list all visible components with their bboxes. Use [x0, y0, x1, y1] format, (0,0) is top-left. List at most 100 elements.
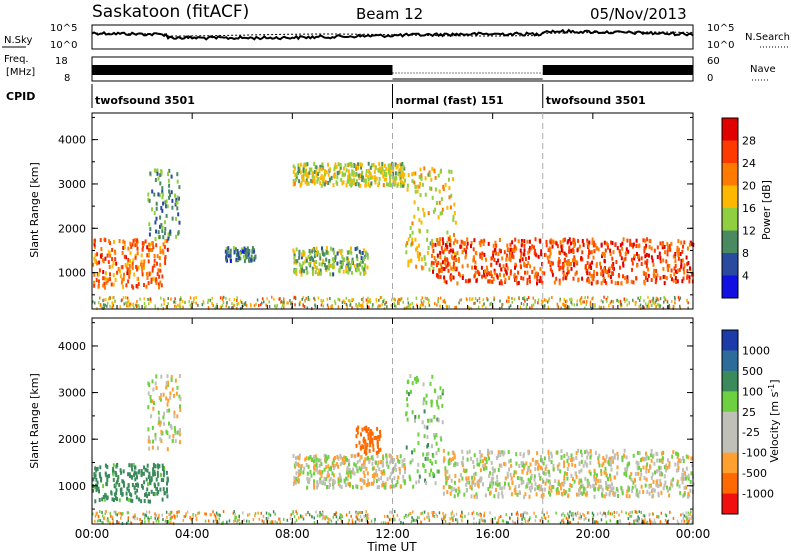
- heat-cell: [504, 481, 506, 486]
- heat-cell: [332, 262, 335, 267]
- heat-cell: [677, 253, 680, 257]
- heat-cell: [546, 300, 549, 304]
- heat-cell: [484, 493, 487, 498]
- heat-cell: [434, 460, 437, 464]
- heat-cell: [304, 169, 307, 173]
- heat-cell: [299, 265, 302, 270]
- heat-cell: [136, 284, 139, 289]
- heat-cell: [629, 514, 631, 518]
- heat-cell: [444, 182, 447, 187]
- heat-cell: [347, 521, 350, 525]
- heat-cell: [612, 271, 614, 276]
- heat-cell: [311, 269, 314, 274]
- heat-cell: [294, 520, 296, 524]
- heat-cell: [318, 458, 321, 463]
- heat-cell: [435, 263, 438, 267]
- heat-cell: [340, 519, 343, 523]
- heat-cell: [683, 492, 686, 497]
- heat-cell: [453, 211, 456, 215]
- heat-cell: [678, 267, 681, 272]
- heat-cell: [192, 513, 194, 516]
- heat-cell: [593, 468, 596, 473]
- heat-cell: [580, 302, 582, 306]
- heat-cell: [165, 305, 168, 309]
- heat-cell: [338, 269, 341, 274]
- heat-cell: [613, 455, 616, 460]
- heat-cell: [450, 169, 453, 174]
- heat-cell: [110, 514, 112, 518]
- heat-cell: [353, 462, 356, 467]
- heat-cell: [345, 513, 348, 517]
- heat-cell: [353, 471, 356, 476]
- heat-cell: [319, 164, 322, 169]
- heat-cell: [145, 305, 147, 308]
- heat-cell: [586, 268, 589, 273]
- heat-cell: [531, 269, 534, 274]
- heat-cell: [565, 306, 568, 310]
- heat-cell: [440, 262, 443, 267]
- heat-cell: [337, 297, 339, 301]
- heat-cell: [314, 270, 317, 275]
- heat-cell: [619, 299, 622, 303]
- heat-cell: [231, 302, 233, 306]
- heat-cell: [385, 166, 388, 171]
- heat-cell: [164, 227, 167, 231]
- heat-cell: [568, 249, 571, 254]
- heat-cell: [111, 257, 114, 262]
- heat-cell: [445, 243, 447, 248]
- heat-cell: [420, 265, 423, 270]
- heat-cell: [188, 300, 190, 304]
- heat-cell: [333, 167, 336, 172]
- heat-cell: [656, 515, 658, 519]
- heat-cell: [441, 517, 443, 521]
- heat-cell: [129, 304, 131, 308]
- heat-cell: [136, 305, 138, 308]
- heat-cell: [586, 271, 589, 276]
- heat-cell: [542, 461, 545, 466]
- heat-cell: [143, 480, 146, 485]
- heat-cell: [611, 241, 614, 245]
- heat-cell: [405, 250, 408, 255]
- heat-cell: [291, 301, 293, 305]
- heat-cell: [672, 450, 675, 455]
- heat-cell: [283, 517, 285, 521]
- heat-cell: [362, 267, 365, 272]
- heat-cell: [435, 441, 438, 446]
- heat-cell: [313, 479, 316, 484]
- heat-cell: [336, 171, 339, 176]
- heat-cell: [547, 479, 550, 484]
- heat-cell: [501, 303, 503, 307]
- heat-cell: [354, 463, 357, 468]
- heat-cell: [140, 499, 143, 504]
- cpid-row: CPID twofsound 3501 normal (fast) 151 twof…: [6, 84, 646, 108]
- heat-cell: [160, 472, 162, 477]
- heat-cell: [143, 465, 145, 470]
- heat-cell: [178, 510, 180, 514]
- heat-cell: [438, 268, 441, 273]
- heat-cell: [563, 480, 566, 484]
- heat-cell: [581, 250, 584, 255]
- heat-cell: [120, 491, 123, 495]
- heat-cell: [609, 477, 612, 482]
- noise-axis-bottom-right: 10^0: [707, 40, 734, 51]
- heat-cell: [464, 255, 467, 260]
- heat-cell: [297, 166, 300, 171]
- heat-cell: [586, 261, 589, 265]
- heat-cell: [147, 391, 150, 396]
- heat-cell: [560, 486, 563, 491]
- heat-cell: [158, 256, 161, 261]
- heat-cell: [683, 240, 686, 245]
- heat-cell: [227, 253, 230, 258]
- heat-cell: [600, 265, 602, 270]
- heat-cell: [500, 491, 503, 496]
- heat-cell: [508, 459, 511, 464]
- heat-cell: [679, 252, 682, 256]
- heat-cell: [625, 494, 628, 498]
- heat-cell: [422, 266, 425, 271]
- heat-cell: [373, 436, 376, 440]
- heat-cell: [394, 462, 397, 467]
- heat-cell: [176, 195, 179, 200]
- heat-cell: [603, 511, 605, 515]
- heat-cell: [508, 256, 511, 261]
